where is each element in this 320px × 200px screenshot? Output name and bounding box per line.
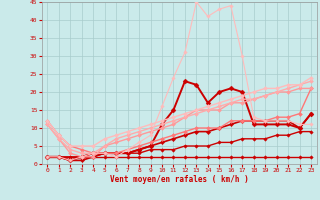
X-axis label: Vent moyen/en rafales ( km/h ): Vent moyen/en rafales ( km/h ) [110,175,249,184]
